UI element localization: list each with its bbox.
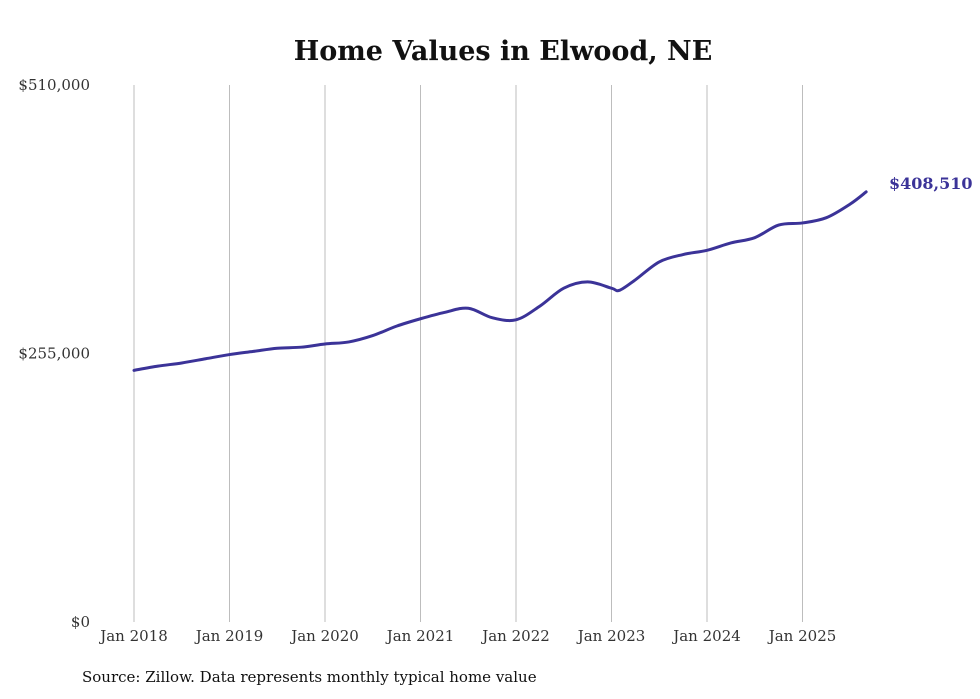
end-value-label: $408,510 — [889, 174, 973, 193]
series-line — [132, 190, 868, 372]
chart-title: Home Values in Elwood, NE — [294, 36, 713, 67]
x-tick-label: Jan 2022 — [480, 627, 550, 645]
x-tick-label: Jan 2020 — [289, 627, 359, 645]
y-tick-label: $255,000 — [18, 345, 90, 363]
y-tick-label: $0 — [71, 613, 90, 631]
source-note: Source: Zillow. Data represents monthly … — [82, 668, 537, 686]
x-tick-label: Jan 2025 — [767, 627, 837, 645]
x-tick-label: Jan 2021 — [385, 627, 455, 645]
x-tick-label: Jan 2019 — [194, 627, 264, 645]
x-tick-label: Jan 2024 — [671, 627, 741, 645]
x-tick-label: Jan 2018 — [98, 627, 168, 645]
y-tick-label: $510,000 — [18, 76, 90, 94]
x-tick-label: Jan 2023 — [576, 627, 646, 645]
